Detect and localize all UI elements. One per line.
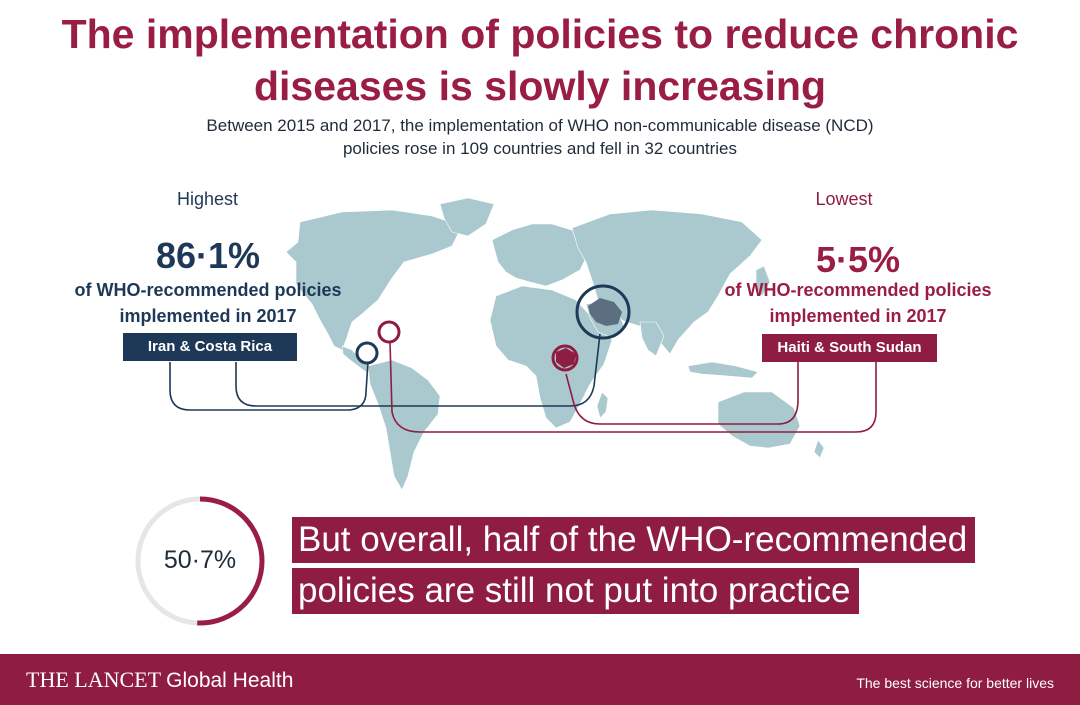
subtitle-line-2: policies rose in 109 countries and fell … xyxy=(342,139,738,158)
japan-shape xyxy=(755,265,771,297)
world-map xyxy=(169,197,877,491)
brand-name: THE LANCET xyxy=(26,667,161,692)
south-sudan-highlight xyxy=(556,348,576,368)
lowest-connectors xyxy=(389,341,877,433)
indonesia-shape xyxy=(687,361,759,379)
highest-connector-iran xyxy=(235,333,601,407)
new-zealand-shape xyxy=(813,439,825,459)
highest-description-line-1: of WHO-recommended policies xyxy=(74,280,342,300)
lowest-description-line-2: implemented in 2017 xyxy=(769,306,947,326)
overall-percent: 50·7% xyxy=(163,546,237,574)
highest-percent: 86·1% xyxy=(155,235,261,276)
india-shape xyxy=(639,321,665,357)
europe-shape xyxy=(491,223,591,287)
subtitle: Between 2015 and 2017, the implementatio… xyxy=(0,114,1080,160)
donut-progress-arc xyxy=(135,496,265,626)
lowest-countries-tag: Haiti & South Sudan xyxy=(762,334,937,362)
footer-tagline: The best science for better lives xyxy=(856,675,1054,691)
greenland-shape xyxy=(439,197,495,237)
south-america-shape xyxy=(367,359,441,491)
lowest-description: of WHO-recommended policies implemented … xyxy=(708,277,1008,329)
highest-description-line-2: implemented in 2017 xyxy=(119,306,297,326)
africa-shape xyxy=(489,285,613,429)
australia-shape xyxy=(717,391,801,449)
iran-locator-circle xyxy=(575,284,631,340)
highest-connector-costa-rica xyxy=(169,361,369,411)
lowest-label: Lowest xyxy=(815,189,873,209)
lancet-logo: THE LANCET Global Health xyxy=(26,665,293,696)
haiti-locator-circle xyxy=(377,320,401,344)
lowest-percent: 5·5% xyxy=(815,239,901,280)
south-sudan-locator-circle xyxy=(551,344,579,372)
madagascar-shape xyxy=(596,391,609,419)
footer-bar xyxy=(0,654,1080,705)
title-text: The implementation of policies to reduce… xyxy=(61,11,1019,109)
overall-donut-chart xyxy=(135,496,265,626)
lowest-description-line-1: of WHO-recommended policies xyxy=(724,280,992,300)
subtitle-line-1: Between 2015 and 2017, the implementatio… xyxy=(206,116,874,135)
costa-rica-locator-circle xyxy=(355,341,379,365)
lowest-connector-south-sudan xyxy=(565,362,799,425)
highest-label: Highest xyxy=(176,189,239,209)
iran-highlight xyxy=(588,298,622,326)
highest-connectors xyxy=(169,333,601,411)
page-title: The implementation of policies to reduce… xyxy=(0,8,1080,112)
map-land xyxy=(285,197,825,491)
overall-message-line-2: policies are still not put into practice xyxy=(292,568,859,614)
lowest-connector-haiti xyxy=(389,341,877,433)
overall-message-line-1: But overall, half of the WHO-recommended xyxy=(292,517,976,563)
brand-subtitle: Global Health xyxy=(166,669,294,692)
highest-countries-tag: Iran & Costa Rica xyxy=(123,333,297,361)
highest-description: of WHO-recommended policies implemented … xyxy=(55,277,361,329)
